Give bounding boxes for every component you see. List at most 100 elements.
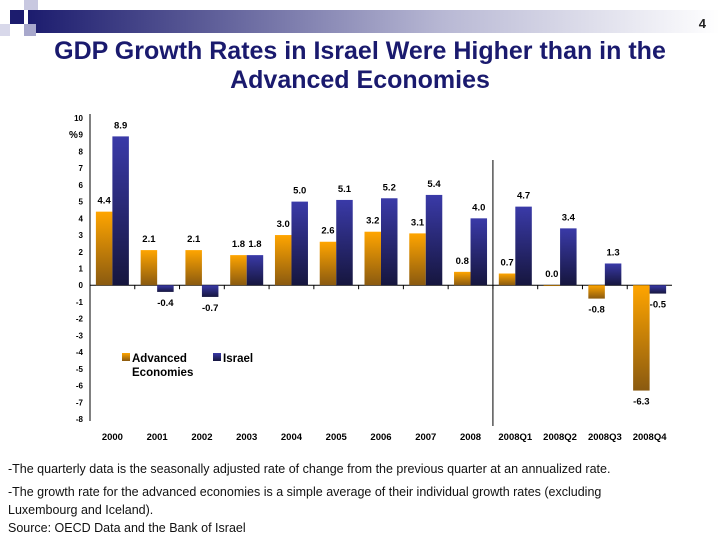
x-tick-label: 2002	[191, 432, 212, 443]
bar-advanced-economies	[543, 285, 561, 287]
bar-advanced-economies	[588, 285, 605, 299]
bar-israel	[560, 228, 577, 286]
legend-swatch-advanced-economies	[122, 353, 130, 361]
data-label: 2.1	[142, 234, 156, 245]
x-tick-label: 2008	[460, 432, 481, 443]
bar-israel	[201, 285, 219, 297]
x-tick-label: 2007	[415, 432, 436, 443]
bar-advanced-economies	[230, 255, 247, 286]
y-tick-label: 5	[79, 198, 84, 207]
x-tick-label: 2004	[281, 432, 303, 443]
y-tick-label: -5	[76, 365, 84, 374]
bar-israel	[291, 201, 308, 286]
y-tick-label: 7	[79, 164, 84, 173]
data-label: 0.8	[456, 256, 469, 267]
header-gradient-bar	[28, 10, 720, 33]
y-tick-label: -2	[76, 315, 84, 324]
footnotes: -The quarterly data is the seasonally ad…	[8, 458, 610, 540]
data-label: 4.7	[517, 191, 530, 202]
bar-israel	[246, 255, 264, 286]
decor-square	[10, 10, 24, 24]
data-label: -0.4	[157, 298, 174, 309]
bar-advanced-economies	[95, 211, 113, 286]
page-number: 4	[698, 16, 706, 31]
footnote: -The growth rate for the advanced econom…	[8, 485, 602, 499]
x-tick-label: 2000	[102, 432, 123, 443]
data-label: 2.6	[321, 226, 334, 237]
page-title: GDP Growth Rates in Israel Were Higher t…	[0, 37, 720, 95]
y-tick-label: -1	[76, 298, 84, 307]
bar-advanced-economies	[274, 235, 292, 286]
x-tick-label: 2005	[326, 432, 348, 443]
data-label: 4.0	[472, 202, 485, 213]
data-label: 5.1	[338, 184, 352, 195]
bar-advanced-economies	[185, 250, 202, 286]
y-axis-unit: %	[69, 130, 78, 141]
x-tick-label: 2008Q4	[633, 432, 668, 443]
data-label: 3.2	[366, 216, 379, 227]
bar-advanced-economies	[409, 233, 426, 286]
legend-label: Economies	[132, 367, 193, 379]
bar-israel	[515, 206, 532, 286]
y-tick-label: 0	[79, 281, 84, 290]
title-line: GDP Growth Rates in Israel Were Higher t…	[54, 37, 666, 65]
data-label: 3.0	[277, 219, 290, 230]
bar-israel	[112, 136, 129, 286]
y-tick-label: -6	[76, 382, 84, 391]
x-tick-label: 2003	[236, 432, 257, 443]
bar-advanced-economies	[364, 231, 381, 286]
y-tick-label: -4	[76, 348, 84, 357]
bar-israel	[381, 198, 398, 286]
data-label: 5.4	[427, 179, 441, 190]
y-tick-label: 6	[79, 181, 84, 190]
data-label: 3.4	[562, 212, 576, 223]
y-tick-label: 1	[79, 265, 84, 274]
footnote: -The quarterly data is the seasonally ad…	[8, 462, 611, 476]
data-label: -0.5	[650, 300, 667, 311]
bar-israel	[470, 218, 488, 286]
title-line: Advanced Economies	[230, 66, 490, 94]
y-tick-label: 3	[79, 231, 84, 240]
legend-swatch-israel	[213, 353, 221, 361]
y-tick-label: -7	[76, 398, 84, 407]
y-tick-label: 8	[79, 147, 84, 156]
gdp-bar-chart: 109876543210-1-2-3-4-5-6-7-8%20004.48.92…	[69, 114, 672, 443]
bar-israel	[649, 285, 667, 294]
y-tick-label: 4	[79, 214, 84, 223]
legend-label: Advanced	[132, 353, 187, 365]
data-label: 2.1	[187, 234, 201, 245]
y-tick-label: 2	[79, 248, 84, 257]
bar-israel	[425, 194, 443, 286]
data-label: 1.8	[248, 239, 261, 250]
data-label: 8.9	[114, 120, 127, 131]
y-tick-label: 9	[79, 131, 84, 140]
data-label: 0.0	[545, 269, 558, 280]
bar-advanced-economies	[140, 250, 158, 286]
data-label: 4.4	[98, 196, 112, 207]
bar-advanced-economies	[454, 271, 471, 286]
bar-israel	[157, 285, 174, 292]
bar-advanced-economies	[633, 285, 650, 391]
x-tick-label: 2008Q3	[588, 432, 622, 443]
data-label: -6.3	[633, 397, 649, 408]
data-label: 0.7	[500, 258, 513, 269]
x-tick-label: 2008Q1	[498, 432, 533, 443]
decor-square	[24, 24, 36, 36]
data-label: -0.8	[588, 305, 604, 316]
y-tick-label: -3	[76, 331, 84, 340]
data-label: 5.0	[293, 186, 306, 197]
x-tick-label: 2006	[370, 432, 391, 443]
data-label: -0.7	[202, 303, 218, 314]
x-tick-label: 2001	[147, 432, 169, 443]
footnote: Source: OECD Data and the Bank of Israel	[8, 521, 246, 535]
bar-advanced-economies	[319, 241, 337, 286]
bar-israel	[604, 263, 622, 286]
data-label: 3.1	[411, 217, 425, 228]
legend-label: Israel	[223, 353, 253, 365]
y-tick-label: -8	[76, 415, 84, 424]
footnote: Luxembourg and Iceland).	[8, 503, 154, 517]
y-tick-label: 10	[74, 114, 83, 123]
bar-israel	[336, 199, 353, 286]
x-tick-label: 2008Q2	[543, 432, 577, 443]
data-label: 1.3	[606, 247, 619, 258]
